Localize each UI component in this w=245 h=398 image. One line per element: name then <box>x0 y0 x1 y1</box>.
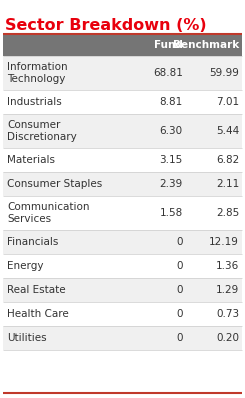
Text: 68.81: 68.81 <box>153 68 183 78</box>
Text: 6.30: 6.30 <box>160 126 183 136</box>
Text: 0: 0 <box>176 333 183 343</box>
Bar <box>3 326 242 350</box>
Text: 59.99: 59.99 <box>209 68 239 78</box>
Text: 0.73: 0.73 <box>216 309 239 319</box>
Text: 1.58: 1.58 <box>159 208 183 218</box>
Text: 2.85: 2.85 <box>216 208 239 218</box>
Text: 1.36: 1.36 <box>216 261 239 271</box>
Text: Consumer Staples: Consumer Staples <box>7 179 102 189</box>
Text: Materials: Materials <box>7 155 55 165</box>
Text: 5.44: 5.44 <box>216 126 239 136</box>
Text: Health Care: Health Care <box>7 309 69 319</box>
Bar <box>3 34 242 56</box>
Text: Benchmark: Benchmark <box>173 40 239 50</box>
Bar <box>3 148 242 172</box>
Bar <box>3 114 242 148</box>
Text: Information
Technology: Information Technology <box>7 62 68 84</box>
Text: Financials: Financials <box>7 237 58 247</box>
Bar <box>3 56 242 90</box>
Bar <box>3 90 242 114</box>
Text: 0: 0 <box>176 285 183 295</box>
Text: Sector Breakdown (%): Sector Breakdown (%) <box>5 18 207 33</box>
Text: 6.82: 6.82 <box>216 155 239 165</box>
Bar <box>3 172 242 196</box>
Text: 8.81: 8.81 <box>159 97 183 107</box>
Text: 0: 0 <box>176 309 183 319</box>
Text: 1.29: 1.29 <box>216 285 239 295</box>
Text: 7.01: 7.01 <box>216 97 239 107</box>
Bar <box>3 196 242 230</box>
Text: Utilities: Utilities <box>7 333 47 343</box>
Text: 0.20: 0.20 <box>216 333 239 343</box>
Text: Consumer
Discretionary: Consumer Discretionary <box>7 120 77 142</box>
Text: 0: 0 <box>176 261 183 271</box>
Text: Real Estate: Real Estate <box>7 285 66 295</box>
Text: 3.15: 3.15 <box>159 155 183 165</box>
Bar <box>3 302 242 326</box>
Text: 12.19: 12.19 <box>209 237 239 247</box>
Text: Energy: Energy <box>7 261 44 271</box>
Bar <box>3 278 242 302</box>
Bar <box>3 254 242 278</box>
Text: 0: 0 <box>176 237 183 247</box>
Text: Fund: Fund <box>154 40 183 50</box>
Text: 2.11: 2.11 <box>216 179 239 189</box>
Bar <box>3 230 242 254</box>
Text: Communication
Services: Communication Services <box>7 202 89 224</box>
Text: Industrials: Industrials <box>7 97 62 107</box>
Text: 2.39: 2.39 <box>159 179 183 189</box>
